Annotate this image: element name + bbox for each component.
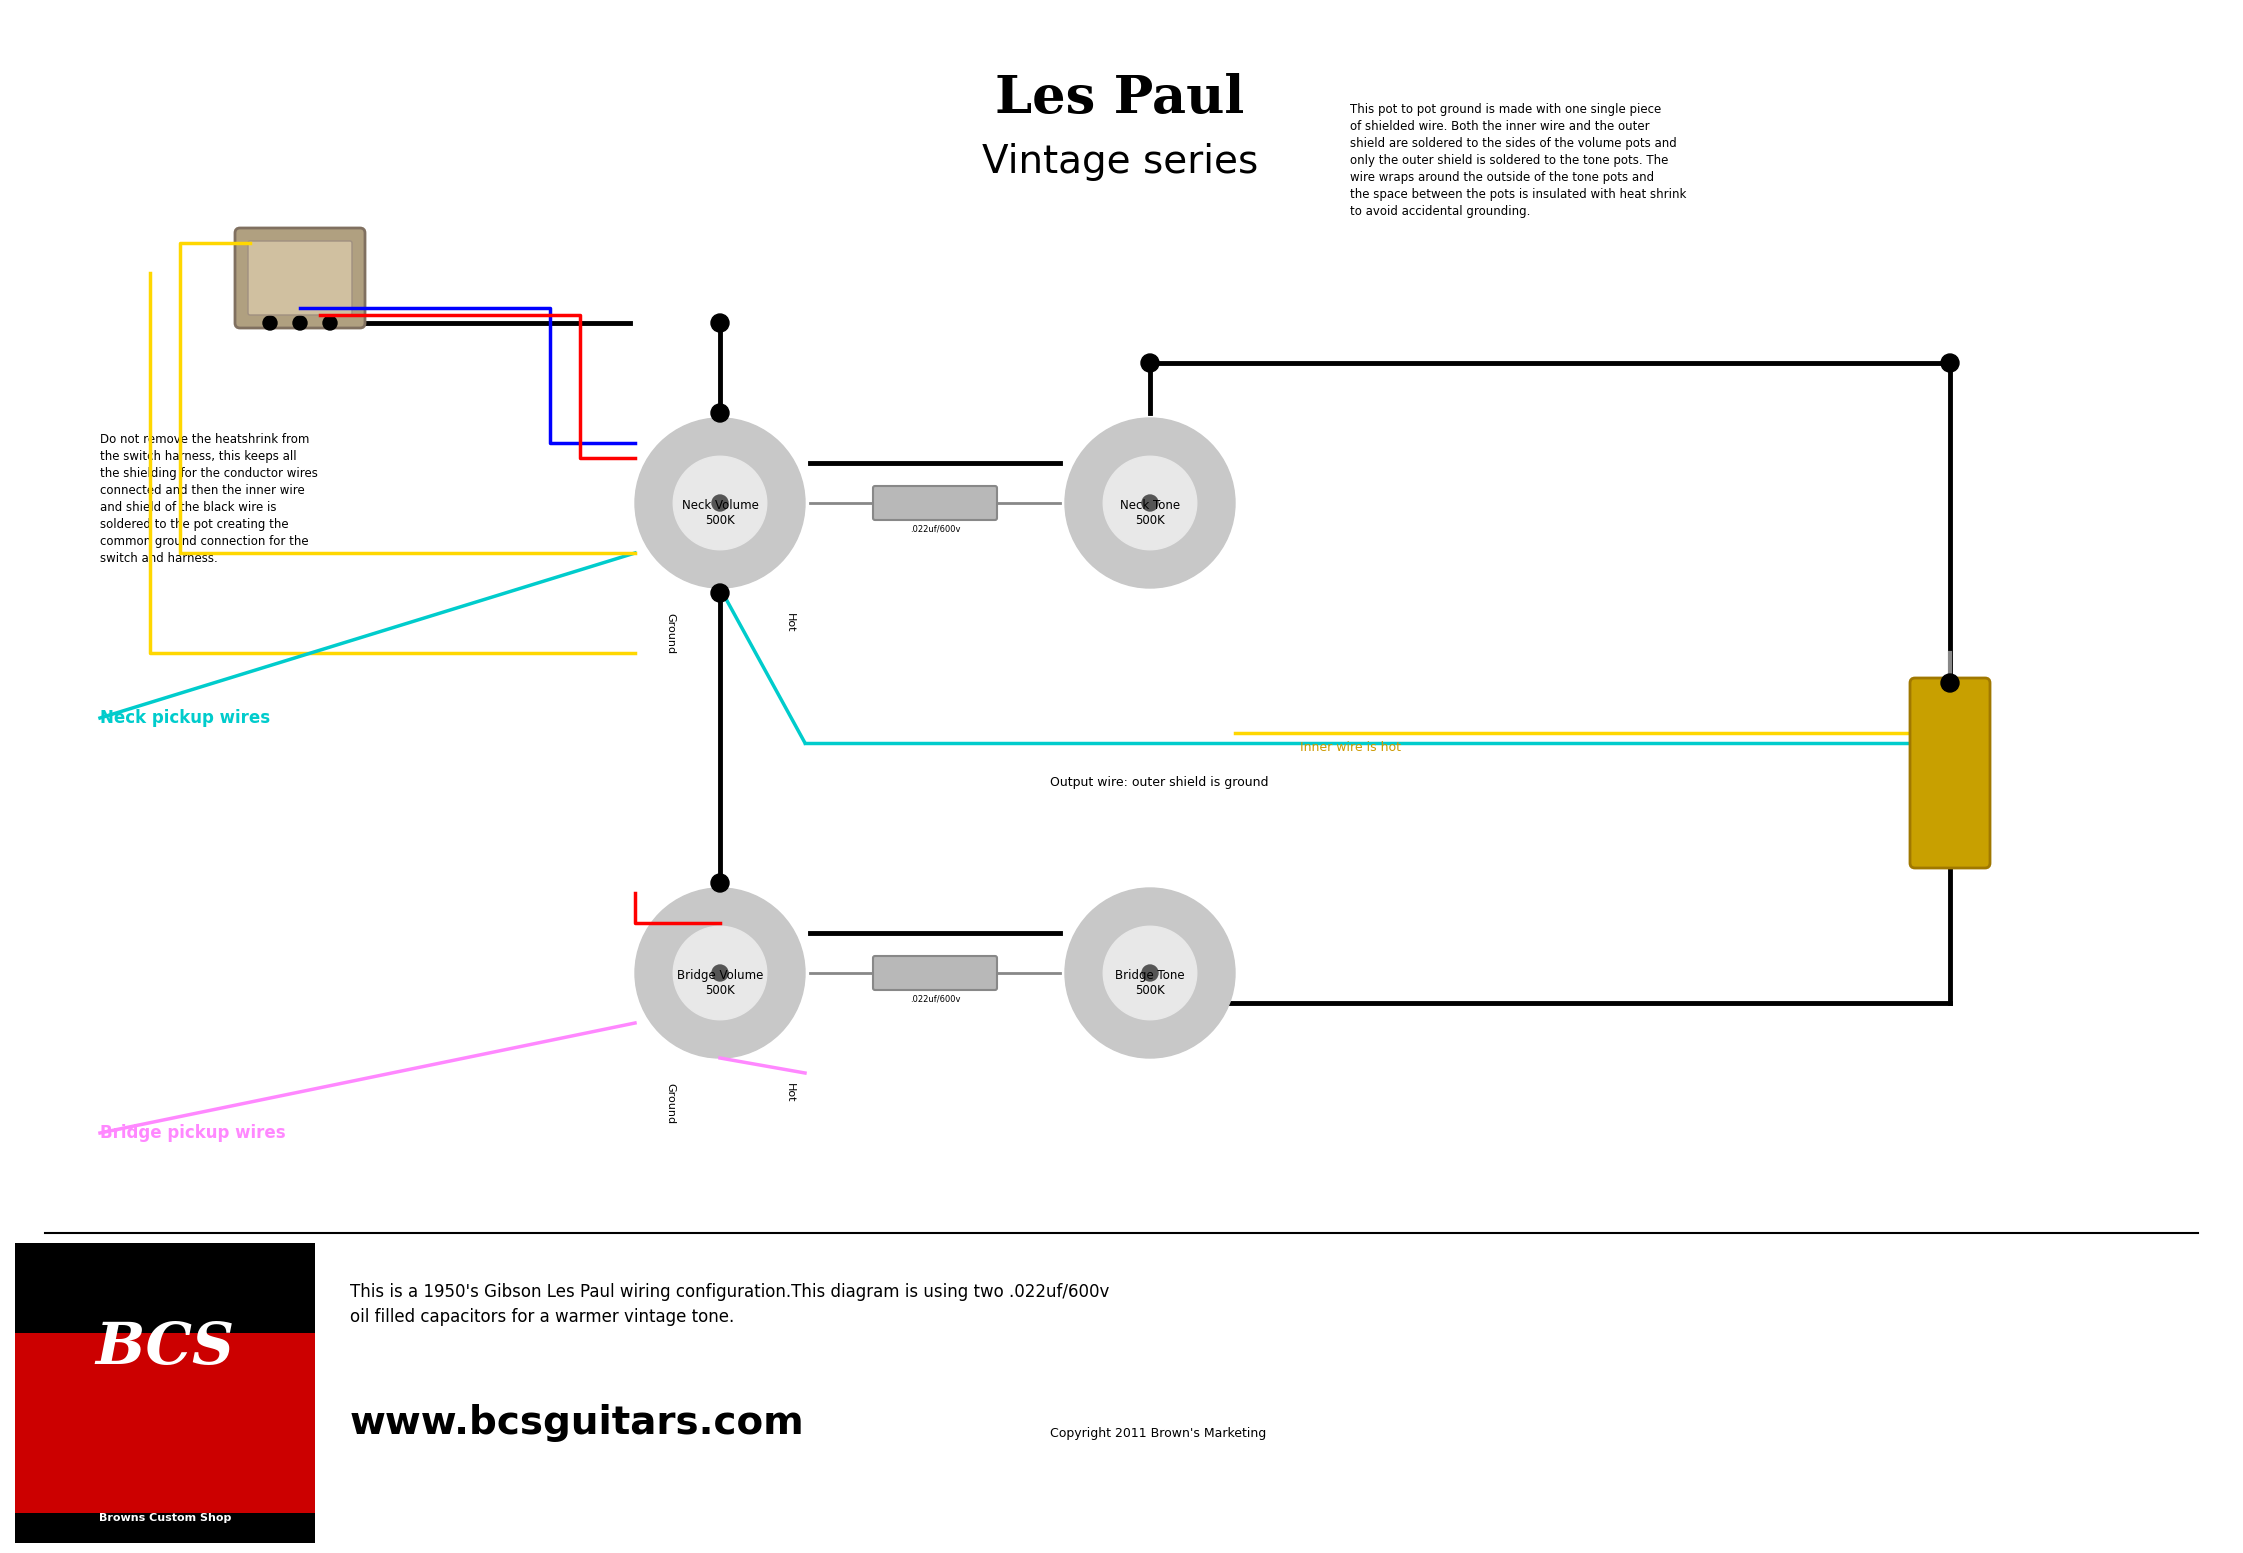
Text: Les Paul: Les Paul — [996, 73, 1245, 124]
FancyBboxPatch shape — [1911, 679, 1990, 868]
Circle shape — [1940, 674, 1958, 693]
Circle shape — [1065, 888, 1236, 1058]
Circle shape — [323, 315, 336, 329]
Text: Hot: Hot — [785, 613, 794, 632]
Circle shape — [711, 314, 729, 332]
Circle shape — [673, 926, 767, 1020]
Text: Neck Tone
500K: Neck Tone 500K — [1119, 499, 1180, 526]
Text: Hot: Hot — [785, 1082, 794, 1103]
Text: Ground: Ground — [664, 613, 675, 654]
Circle shape — [711, 584, 729, 603]
Circle shape — [1142, 354, 1160, 373]
Text: Output wire: outer shield is ground: Output wire: outer shield is ground — [1050, 776, 1270, 789]
Bar — [16, 1332, 314, 1513]
Circle shape — [673, 457, 767, 550]
Text: .022uf/600v: .022uf/600v — [911, 525, 960, 534]
Text: BCS: BCS — [96, 1320, 236, 1376]
Circle shape — [635, 888, 805, 1058]
Text: This pot to pot ground is made with one single piece
of shielded wire. Both the : This pot to pot ground is made with one … — [1350, 102, 1687, 217]
Circle shape — [711, 964, 729, 981]
FancyBboxPatch shape — [236, 228, 366, 328]
Circle shape — [635, 418, 805, 589]
Text: Bridge Tone
500K: Bridge Tone 500K — [1115, 969, 1184, 997]
Circle shape — [1940, 354, 1958, 373]
Circle shape — [711, 404, 729, 422]
Text: Do not remove the heatshrink from
the switch harness, this keeps all
the shieldi: Do not remove the heatshrink from the sw… — [101, 433, 319, 565]
FancyBboxPatch shape — [873, 957, 996, 989]
Circle shape — [294, 315, 307, 329]
Text: Browns Custom Shop: Browns Custom Shop — [99, 1513, 231, 1523]
Text: Neck Volume
500K: Neck Volume 500K — [682, 499, 758, 526]
FancyBboxPatch shape — [249, 241, 352, 315]
Text: .022uf/600v: .022uf/600v — [911, 995, 960, 1003]
Text: www.bcsguitars.com: www.bcsguitars.com — [350, 1404, 805, 1443]
Text: Vintage series: Vintage series — [982, 143, 1258, 182]
Circle shape — [1104, 926, 1198, 1020]
Text: This is a 1950's Gibson Les Paul wiring configuration.This diagram is using two : This is a 1950's Gibson Les Paul wiring … — [350, 1283, 1110, 1326]
Circle shape — [711, 874, 729, 891]
Text: Copyright 2011 Brown's Marketing: Copyright 2011 Brown's Marketing — [1050, 1427, 1267, 1440]
Circle shape — [1142, 495, 1157, 511]
FancyBboxPatch shape — [873, 486, 996, 520]
Text: Ground: Ground — [664, 1082, 675, 1124]
Circle shape — [1142, 964, 1157, 981]
Circle shape — [1065, 418, 1236, 589]
Text: Bridge pickup wires: Bridge pickup wires — [101, 1124, 285, 1141]
Circle shape — [1104, 457, 1198, 550]
Text: Bridge Volume
500K: Bridge Volume 500K — [677, 969, 763, 997]
Circle shape — [262, 315, 276, 329]
Bar — [16, 1242, 314, 1544]
Circle shape — [711, 495, 729, 511]
Text: Inner wire is hot: Inner wire is hot — [1301, 741, 1402, 755]
Text: Neck pickup wires: Neck pickup wires — [101, 710, 269, 727]
